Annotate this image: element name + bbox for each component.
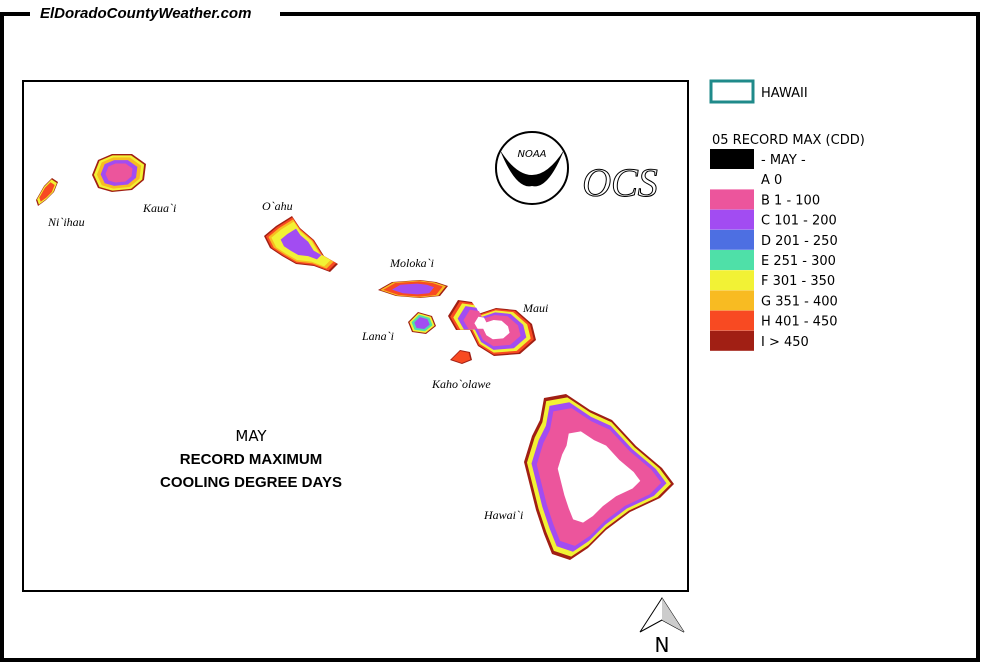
island-layer xyxy=(280,228,322,260)
legend-label: - MAY - xyxy=(761,153,806,168)
legend-swatch xyxy=(710,270,754,291)
north-arrow: N xyxy=(639,597,685,657)
islands xyxy=(36,154,674,560)
legend-swatch xyxy=(710,229,754,250)
north-label: N xyxy=(655,633,670,657)
arrow-shade xyxy=(662,598,684,632)
island-layer xyxy=(451,351,471,363)
legend-label: A 0 xyxy=(761,173,782,188)
caption-line: COOLING DEGREE DAYS xyxy=(160,474,342,491)
legend: - MAY - A 0 B 1 - 100 C 101 - 200 D 201 - 25… xyxy=(710,149,838,351)
island-label: Ni`ihau xyxy=(47,215,85,229)
island-layer xyxy=(392,283,434,295)
legend-label: G 351 - 400 xyxy=(761,294,838,309)
legend-title: 05 RECORD MAX (CDD) xyxy=(712,133,865,148)
legend-swatch xyxy=(710,149,754,169)
legend-swatch xyxy=(710,330,754,351)
legend-swatch xyxy=(710,310,754,331)
region-label: HAWAII xyxy=(761,86,808,101)
legend-label: E 251 - 300 xyxy=(761,254,836,269)
island-layer xyxy=(414,316,430,330)
island-label: Kaua`i xyxy=(142,201,176,215)
island-label: Kaho`olawe xyxy=(431,377,491,391)
legend-swatch xyxy=(710,169,754,190)
logo-circle xyxy=(495,131,569,205)
legend-label: B 1 - 100 xyxy=(761,193,820,208)
outer-frame xyxy=(0,12,980,662)
legend-label: I > 450 xyxy=(761,335,809,350)
legend-label: F 301 - 350 xyxy=(761,274,835,289)
island-layer xyxy=(105,163,133,183)
region-swatch xyxy=(709,79,755,104)
island-label: Hawai`i xyxy=(483,508,523,522)
title-backdrop xyxy=(30,2,280,26)
legend-swatch xyxy=(710,209,754,230)
island-label: O`ahu xyxy=(262,199,293,213)
caption-line: RECORD MAXIMUM xyxy=(180,451,323,468)
island-label: Moloka`i xyxy=(389,256,434,270)
island-layer xyxy=(474,316,510,340)
island-layer xyxy=(557,431,641,523)
legend-swatch xyxy=(710,290,754,311)
legend-swatch xyxy=(710,189,754,210)
ocs-text: OCS xyxy=(582,160,658,205)
noaa-logo: NOAA OCS xyxy=(495,131,658,206)
legend-label: C 101 - 200 xyxy=(761,214,837,229)
site-title: ElDoradoCountyWeather.com xyxy=(40,5,251,22)
island-layer xyxy=(39,182,55,202)
caption-month: MAY xyxy=(235,427,267,445)
logo-bird xyxy=(500,150,564,187)
legend-swatch xyxy=(710,250,754,270)
island-label: Maui xyxy=(522,301,548,315)
legend-label: H 401 - 450 xyxy=(761,315,838,330)
noaa-text: NOAA xyxy=(517,149,546,160)
legend-label: D 201 - 250 xyxy=(761,234,838,249)
island-label: Lana`i xyxy=(361,329,394,343)
